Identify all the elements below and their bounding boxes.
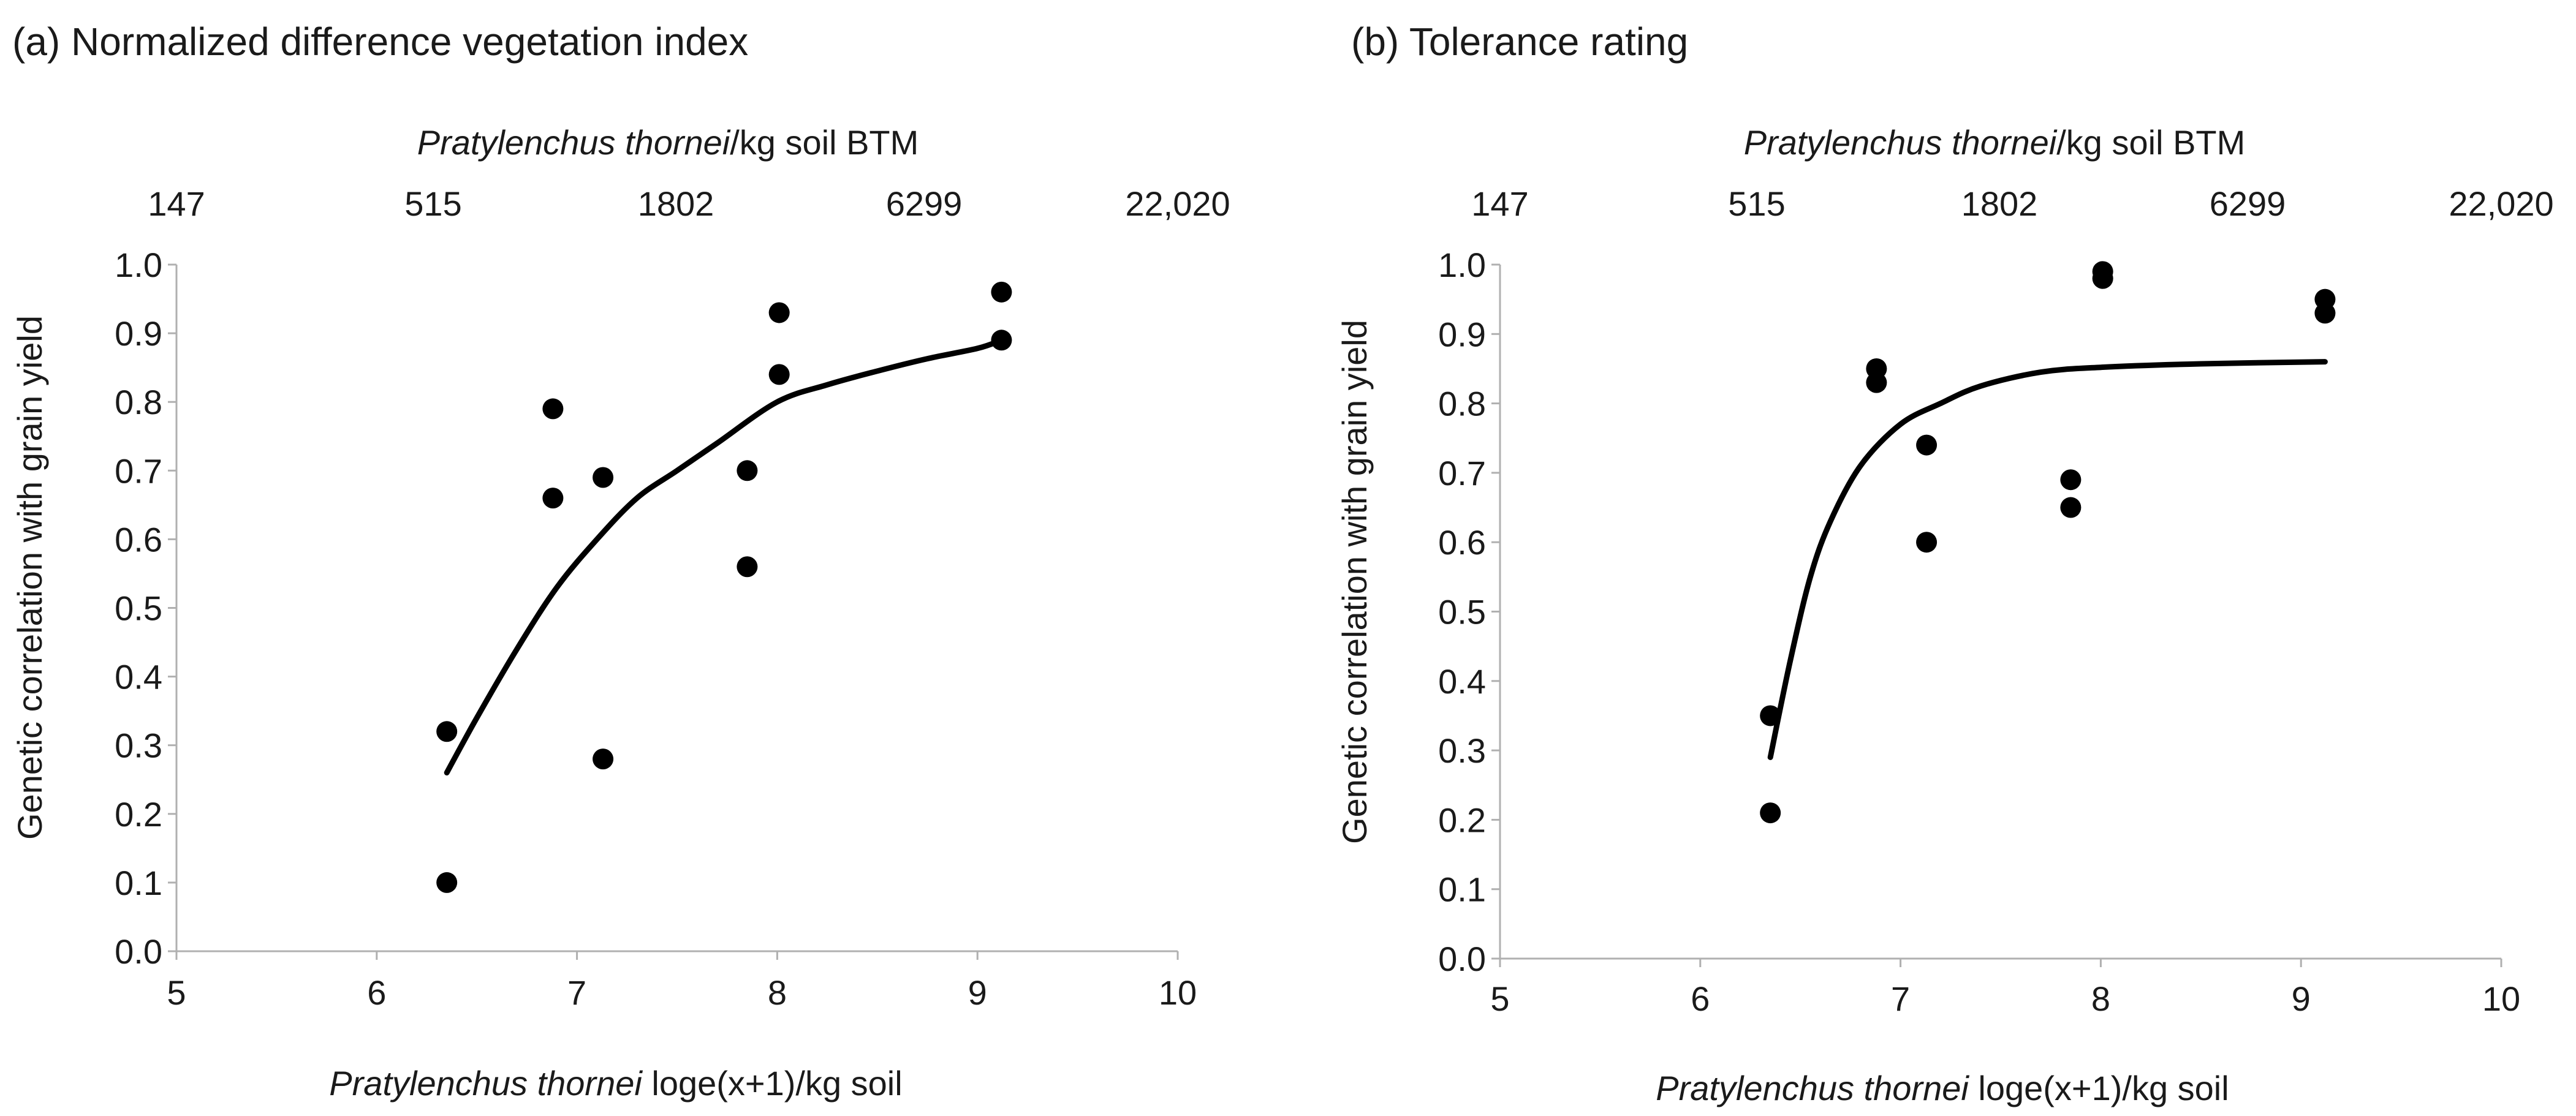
- panel-a-x-tick-label: 7: [567, 973, 586, 1012]
- panel-b-top-tick-label: 22,020: [2449, 184, 2553, 223]
- panel-b-fitted-curve: [1767, 359, 2328, 760]
- panel-b-data-point: [2060, 497, 2082, 518]
- panel-b-top-axis-label: Pratylenchus thornei/kg soil BTM: [1744, 123, 2246, 162]
- panel-a-top-tick-label: 1802: [638, 184, 714, 223]
- panel-a-title: (a) Normalized difference vegetation ind…: [12, 20, 748, 64]
- panel-a-x-tick-label: 9: [968, 973, 987, 1012]
- panel-b-y-axis-label: Genetic correlation with grain yield: [1335, 320, 1374, 844]
- panel-a-top-tick-label: 147: [148, 184, 205, 223]
- panel-a-y-axis-label: Genetic correlation with grain yield: [10, 315, 49, 840]
- panel-b-data-point: [1760, 705, 1781, 726]
- panel-a-y-tick-label: 0.0: [115, 932, 162, 971]
- panel-a-top-tick-label: 22,020: [1125, 184, 1230, 223]
- panel-a-y-tick-label: 0.7: [115, 451, 162, 490]
- panel-a-y-tick-label: 0.5: [115, 589, 162, 628]
- panel-b-x-tick-label: 5: [1490, 979, 1509, 1018]
- panel-b-curve-layer: [1767, 359, 2328, 760]
- panel-a-x-tick-label: 8: [768, 973, 787, 1012]
- panel-a-data-point: [737, 556, 758, 578]
- panel-a-top-axis-label: Pratylenchus thornei/kg soil BTM: [417, 123, 919, 162]
- panel-b-data-point: [1916, 532, 1938, 553]
- panel-b-data-point: [1866, 372, 1887, 393]
- panel-a-fitted-curve: [444, 337, 1004, 775]
- panel-a-y-tick-label: 0.8: [115, 383, 162, 421]
- panel-b-x-tick-label: 7: [1891, 979, 1910, 1018]
- panel-b-title: (b) Tolerance rating: [1351, 20, 1688, 64]
- panel-a-y-tick-label: 0.2: [115, 795, 162, 834]
- panel-b-data-point: [2092, 268, 2113, 289]
- panel-a-data-point: [991, 281, 1012, 303]
- panel-b-points: [1760, 261, 2336, 824]
- panel-a-x-tick-label: 10: [1159, 973, 1197, 1012]
- panel-b-data-point: [2060, 469, 2082, 491]
- panel-a-y-tick-label: 0.6: [115, 520, 162, 559]
- panel-b-x-tick-label: 9: [2292, 979, 2311, 1018]
- panel-b-data-point: [1916, 434, 1938, 456]
- panel-b-y-tick-label: 0.7: [1438, 454, 1486, 492]
- panel-a: (a) Normalized difference vegetation ind…: [10, 20, 1230, 1103]
- panel-b-x-axis-label: Pratylenchus thornei loge(x+1)/kg soil: [1656, 1069, 2229, 1107]
- panel-b-y-tick-label: 0.5: [1438, 593, 1486, 632]
- panel-a-data-point: [593, 467, 614, 488]
- panel-b: (b) Tolerance rating Pratylenchus thorne…: [1335, 20, 2554, 1107]
- panel-a-y-tick-label: 1.0: [115, 246, 162, 284]
- panel-b-y-tick-label: 0.2: [1438, 801, 1486, 839]
- panel-b-y-tick-label: 0.8: [1438, 385, 1486, 423]
- panel-b-y-tick-label: 0.4: [1438, 662, 1486, 701]
- panel-a-data-point: [436, 721, 458, 742]
- panel-a-data-point: [436, 872, 458, 893]
- panel-a-x-tick-label: 5: [167, 973, 186, 1012]
- panel-b-y-tick-label: 1.0: [1438, 246, 1486, 284]
- panel-a-y-tick-label: 0.1: [115, 864, 162, 902]
- panel-b-top-tick-label: 1802: [1961, 184, 2038, 223]
- panel-a-data-point: [768, 364, 790, 385]
- panel-a-y-tick-label: 0.9: [115, 314, 162, 353]
- panel-a-x-tick-label: 6: [367, 973, 386, 1012]
- panel-a-data-point: [768, 302, 790, 323]
- panel-a-curve-layer: [444, 337, 1004, 775]
- panel-b-top-tick-label: 515: [1728, 184, 1785, 223]
- panel-a-data-point: [737, 460, 758, 481]
- panel-a-data-point: [542, 398, 564, 420]
- panel-b-y-tick-label: 0.0: [1438, 940, 1486, 978]
- panel-b-x-tick-label: 6: [1691, 979, 1710, 1018]
- panel-b-top-tick-label: 6299: [2210, 184, 2286, 223]
- panel-a-top-tick-label: 6299: [886, 184, 963, 223]
- panel-a-data-point: [593, 748, 614, 770]
- panel-a-y-tick-label: 0.4: [115, 658, 162, 696]
- panel-a-axes: 0.0 0.1 0.2 0.3 0.4 0.5 0.6 0.7 0.8 0.9 1.0 5 6 7 8 9 10…: [115, 184, 1230, 1012]
- panel-b-x-tick-label: 8: [2091, 979, 2110, 1018]
- panel-a-y-tick-label: 0.3: [115, 726, 162, 765]
- panel-a-points: [436, 281, 1012, 893]
- panel-b-x-tick-label: 10: [2482, 979, 2520, 1018]
- panel-a-top-tick-label: 515: [404, 184, 461, 223]
- panel-a-x-axis-label: Pratylenchus thornei loge(x+1)/kg soil: [329, 1064, 902, 1103]
- panel-b-y-tick-label: 0.9: [1438, 315, 1486, 353]
- panel-b-y-tick-label: 0.6: [1438, 523, 1486, 562]
- panel-b-axes: 0.0 0.1 0.2 0.3 0.4 0.5 0.6 0.7 0.8 0.9 1.0 5 6 7 8 9 10…: [1438, 184, 2554, 1018]
- panel-b-top-tick-label: 147: [1471, 184, 1528, 223]
- panel-a-data-point: [542, 488, 564, 509]
- panel-a-data-point: [991, 330, 1012, 351]
- panel-b-y-tick-label: 0.1: [1438, 870, 1486, 909]
- panel-b-y-tick-label: 0.3: [1438, 731, 1486, 770]
- panel-b-data-point: [1760, 802, 1781, 824]
- panel-b-data-point: [2314, 303, 2336, 324]
